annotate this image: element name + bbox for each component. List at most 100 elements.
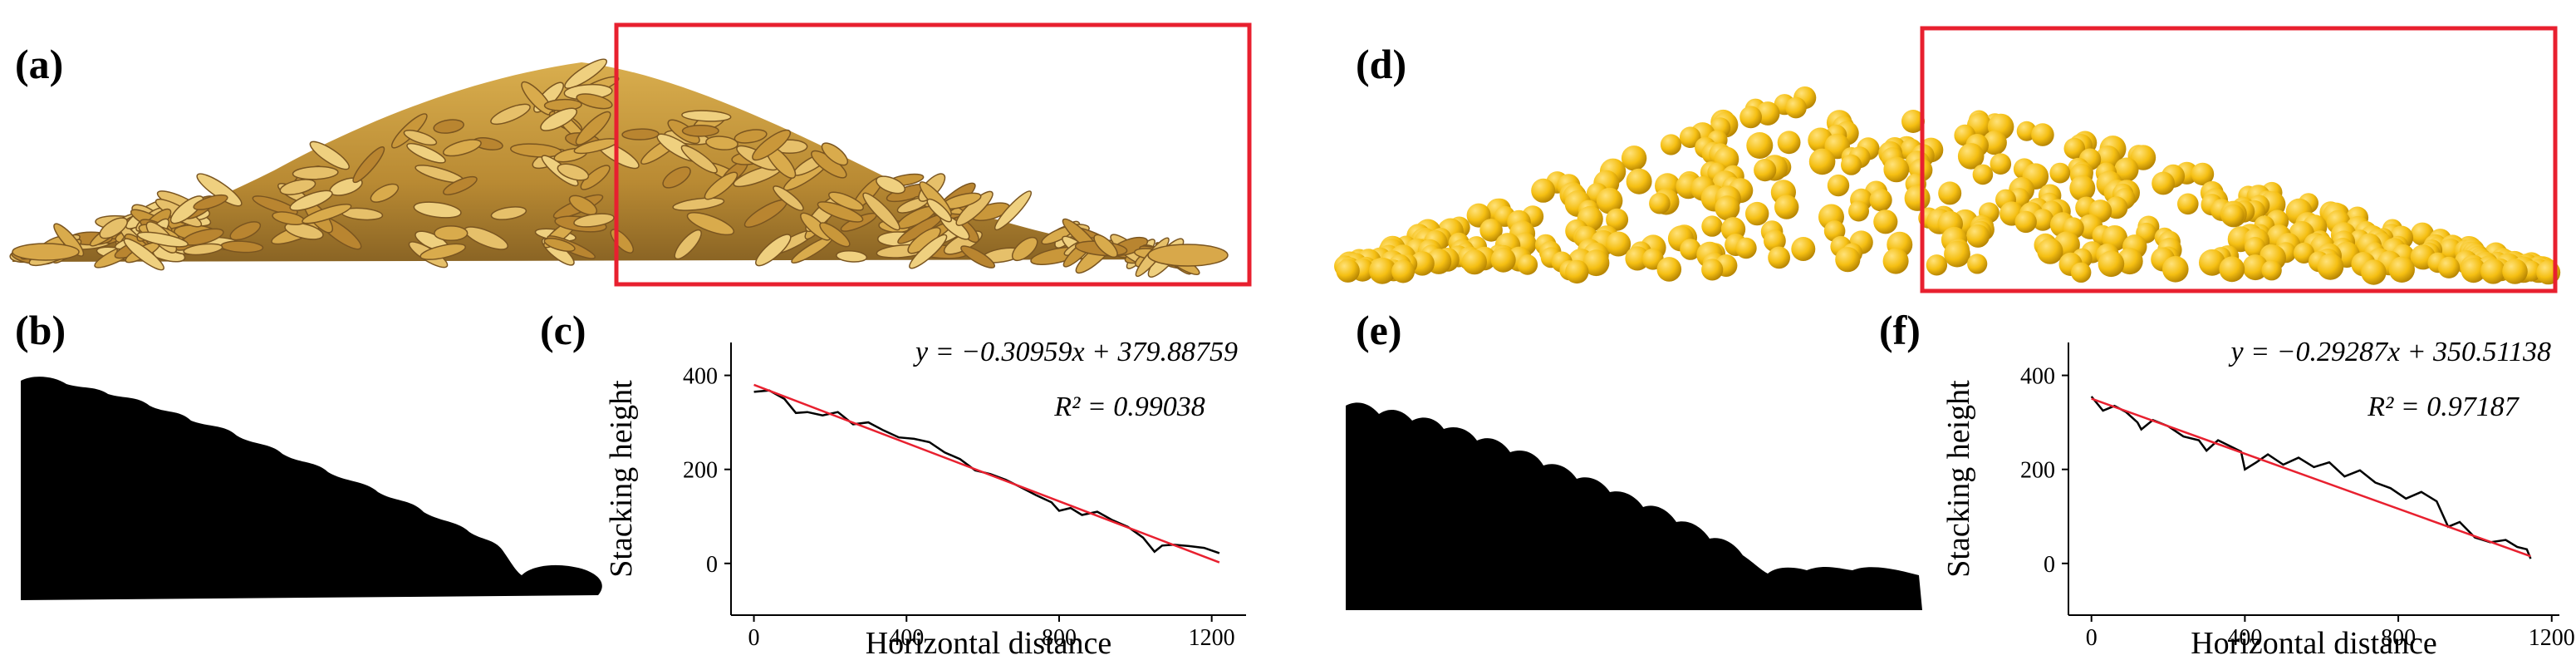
rice-grain bbox=[1011, 236, 1038, 262]
simulated-particle bbox=[2162, 256, 2189, 283]
silhouette-shape bbox=[1346, 402, 1922, 610]
loose-rice-grain bbox=[12, 243, 80, 261]
simulated-particle bbox=[1944, 240, 1970, 268]
simulated-particle bbox=[1827, 174, 1850, 197]
y-tick-label: 0 bbox=[2044, 552, 2055, 578]
x-tick-label: 800 bbox=[2381, 625, 2416, 651]
rice-grain bbox=[292, 165, 339, 180]
simulated-particle bbox=[1777, 131, 1801, 155]
simulated-particle bbox=[1517, 254, 1538, 275]
rice-grain bbox=[99, 217, 128, 239]
simulated-particle-heap-image bbox=[1334, 26, 2561, 293]
rice-grain bbox=[352, 146, 385, 184]
x-tick-label: 0 bbox=[748, 625, 760, 651]
simulated-particle bbox=[2388, 256, 2415, 283]
simulated-particle bbox=[1926, 254, 1948, 276]
simulated-particle bbox=[1660, 134, 1682, 155]
simulated-particle bbox=[1649, 192, 1671, 214]
simulated-particle bbox=[1701, 215, 1723, 237]
panel-label-b: (b) bbox=[15, 307, 66, 353]
x-tick-label: 800 bbox=[1042, 625, 1077, 651]
simulated-particle bbox=[2177, 193, 2199, 215]
y-tick-label: 400 bbox=[683, 364, 718, 390]
rice-grain bbox=[183, 243, 223, 256]
rice-grain bbox=[420, 243, 467, 260]
rice-grain bbox=[406, 142, 446, 164]
rice-grain bbox=[734, 129, 768, 144]
simulated-particle bbox=[2114, 157, 2139, 182]
highlight-box bbox=[614, 22, 1252, 287]
rice-grain bbox=[704, 171, 738, 200]
simulated-particle bbox=[2199, 249, 2225, 276]
rice-grain bbox=[960, 245, 996, 268]
simulated-particle bbox=[1904, 185, 1931, 211]
rice-heap-silhouette bbox=[21, 377, 602, 600]
panel-label-f: (f) bbox=[1879, 307, 1921, 353]
simulated-particle bbox=[1606, 231, 1631, 257]
simulated-particle bbox=[1701, 259, 1724, 281]
x-axis-label: Horizontal distance bbox=[866, 626, 1112, 661]
rice-grain-heap-image bbox=[9, 22, 1252, 287]
rice-grain bbox=[403, 130, 438, 146]
simulated-particle bbox=[2014, 210, 2037, 234]
rice-grain bbox=[136, 231, 189, 248]
rice-grain bbox=[573, 213, 615, 228]
rice-grain bbox=[433, 119, 465, 134]
stacking-profile-line bbox=[2090, 396, 2532, 559]
rice-grain bbox=[800, 212, 832, 241]
rice-grain bbox=[229, 221, 262, 241]
rice-grain bbox=[674, 229, 702, 260]
highlight-box bbox=[1920, 26, 2558, 293]
rice-grain bbox=[680, 145, 718, 174]
rice-grain bbox=[773, 185, 804, 211]
simulated-particle bbox=[1745, 201, 1769, 226]
panel-label-a: (a) bbox=[15, 41, 64, 87]
simulated-particle bbox=[1582, 249, 1610, 277]
rice-grain bbox=[686, 212, 735, 236]
simulated-particle bbox=[1626, 168, 1652, 195]
simulated-particle bbox=[2069, 175, 2096, 201]
simulated-particle bbox=[1490, 247, 1516, 273]
rice-grain bbox=[279, 179, 316, 195]
rice-grain bbox=[309, 140, 350, 170]
simulated-particle bbox=[1739, 106, 1762, 129]
simulated-particle bbox=[1625, 246, 1650, 271]
simulated-particle bbox=[1982, 131, 2007, 155]
y-tick-label: 200 bbox=[683, 458, 718, 484]
x-tick-label: 1200 bbox=[1189, 625, 1235, 651]
simulated-particle bbox=[2242, 254, 2269, 281]
rice-grain bbox=[926, 198, 953, 223]
simulated-particle bbox=[2219, 256, 2245, 283]
rice-grain bbox=[752, 129, 792, 161]
fit-equation: y = −0.30959x + 379.88759 bbox=[913, 337, 1238, 367]
panel-label-c: (c) bbox=[540, 307, 586, 353]
rice-grain bbox=[994, 190, 1033, 231]
simulated-particle bbox=[1621, 145, 1647, 171]
rice-grain bbox=[755, 234, 792, 267]
simulated-particle bbox=[2480, 259, 2506, 284]
simulated-particle bbox=[1391, 259, 1416, 283]
simulated-particle bbox=[1606, 208, 1629, 231]
simulated-particle bbox=[1882, 248, 1909, 274]
rice-grain bbox=[557, 163, 590, 181]
linear-fit-line bbox=[2091, 397, 2531, 558]
panel-label-d: (d) bbox=[1356, 41, 1407, 87]
simulated-particle bbox=[1966, 224, 1990, 248]
rice-grain bbox=[252, 195, 298, 215]
rice-grain bbox=[681, 125, 719, 137]
rice-grain bbox=[621, 128, 660, 140]
rice-grain bbox=[540, 107, 578, 131]
simulated-particle bbox=[2031, 209, 2054, 231]
rice-grain bbox=[568, 195, 598, 216]
simulated-particle bbox=[2063, 137, 2086, 160]
rice-grain bbox=[443, 175, 478, 195]
simulated-particle bbox=[2261, 260, 2282, 281]
y-tick-label: 200 bbox=[2020, 458, 2055, 484]
simulated-particle bbox=[1972, 164, 1994, 185]
simulated-particle bbox=[2071, 262, 2092, 283]
simulated-particle bbox=[1715, 195, 1740, 221]
rice-grain bbox=[580, 165, 611, 190]
simulated-particle bbox=[1369, 257, 1396, 284]
rice-grain bbox=[662, 166, 691, 189]
